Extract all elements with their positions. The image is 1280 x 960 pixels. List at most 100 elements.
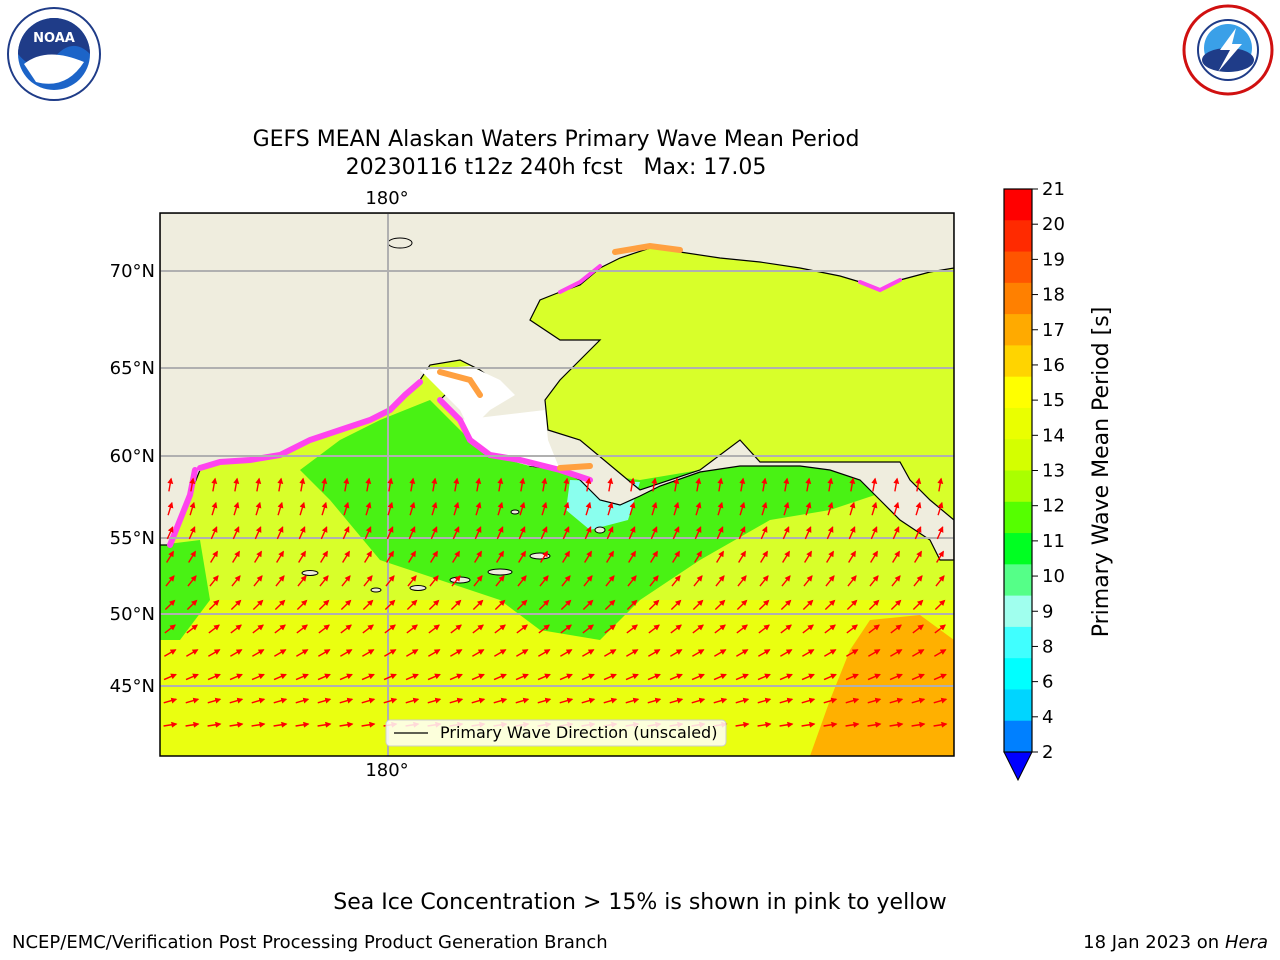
wave-arrow (384, 599, 396, 611)
wave-arrow (559, 697, 574, 704)
wave-arrow (868, 649, 881, 657)
wave-arrow (626, 599, 638, 611)
wave-arrow (343, 501, 350, 516)
wave-arrow (494, 649, 507, 657)
wave-arrow (428, 624, 440, 634)
wave-arrow (647, 697, 662, 704)
wave-arrow (320, 550, 328, 563)
lat-label-70: 70°N (110, 261, 155, 282)
wave-arrow (892, 550, 900, 563)
wave-arrow (231, 575, 241, 587)
wave-arrow (471, 673, 485, 681)
wave-arrow (251, 697, 266, 704)
wave-arrow (915, 477, 922, 492)
title-line1: GEFS MEAN Alaskan Waters Primary Wave Me… (252, 127, 860, 152)
colorbar-swatch (1004, 470, 1032, 503)
wave-arrow (803, 575, 813, 587)
wave-arrow (252, 649, 265, 657)
wave-arrow (868, 624, 880, 634)
wave-arrow (538, 624, 550, 634)
wave-arrow (890, 649, 903, 657)
wave-arrow (868, 599, 880, 611)
wave-arrow (166, 550, 174, 563)
wave-arrow (759, 575, 769, 587)
wave-arrow (384, 624, 396, 634)
wave-arrow (582, 624, 594, 634)
wave-arrow (933, 697, 948, 704)
legend-label: Primary Wave Direction (unscaled) (440, 723, 717, 742)
wave-arrow (255, 501, 262, 516)
colorbar-tick-label: 4 (1042, 707, 1053, 728)
wave-arrow (824, 599, 836, 611)
wave-arrow (185, 697, 200, 704)
wave-arrow (562, 526, 570, 540)
wave-arrow (846, 649, 859, 657)
wave-arrow (804, 550, 812, 563)
wave-arrow (604, 599, 616, 611)
wave-arrow (251, 673, 265, 681)
wave-arrow (450, 599, 462, 611)
wave-arrow (274, 599, 286, 611)
lat-label-45: 45°N (110, 676, 155, 697)
wave-arrow (186, 599, 198, 611)
wave-arrow (449, 673, 463, 681)
colorbar-swatch (1004, 314, 1032, 346)
wave-arrow (427, 673, 441, 681)
wave-arrow (251, 721, 266, 728)
wave-arrow (211, 477, 218, 492)
wave-arrow (736, 649, 749, 657)
wave-arrow (867, 721, 882, 728)
wave-arrow (274, 649, 287, 657)
wave-arrow (935, 575, 945, 587)
wave-arrow (802, 599, 814, 611)
wave-arrow (669, 697, 684, 704)
wave-arrow (914, 550, 922, 563)
wave-arrow (823, 673, 837, 681)
wave-arrow (848, 526, 856, 540)
wave-arrow (494, 624, 506, 634)
wave-arrow (428, 599, 440, 611)
wave-arrow (233, 501, 240, 516)
wave-arrow (295, 697, 310, 704)
wave-arrow (273, 697, 288, 704)
wave-arrow (669, 673, 683, 681)
wave-arrow (805, 477, 812, 492)
wave-arrow (317, 721, 332, 728)
wave-arrow (430, 526, 438, 540)
wave-arrow (913, 575, 923, 587)
colorbar-tick-label: 14 (1042, 425, 1065, 446)
wave-arrow (343, 477, 350, 492)
wave-arrow (384, 649, 397, 657)
wave-arrow (779, 673, 793, 681)
wave-arrow (560, 649, 573, 657)
wave-arrow (277, 501, 284, 516)
credit-host: Hera (1224, 932, 1268, 953)
wave-arrow (516, 649, 529, 657)
wave-arrow (516, 624, 528, 634)
wave-arrow (714, 624, 726, 634)
wave-arrow (936, 550, 944, 563)
wave-arrow (890, 624, 902, 634)
wave-arrow (233, 477, 240, 492)
wave-arrow (651, 477, 658, 492)
colorbar-tick-label: 18 (1042, 285, 1065, 306)
map-legend: Primary Wave Direction (unscaled) (385, 719, 727, 747)
nws-logo (1182, 4, 1274, 96)
wave-arrow (276, 550, 284, 563)
wave-arrow (694, 526, 702, 540)
wave-arrow (340, 624, 352, 634)
colorbar-ticks: 21 20 19 18 17 16 15 14 13 12 11 10 9 8 6 4 2 (1032, 180, 1065, 763)
wave-arrow (167, 477, 174, 492)
wave-arrow (629, 477, 636, 492)
wave-arrow (318, 649, 331, 657)
wave-arrow (670, 624, 682, 634)
wave-arrow (933, 721, 948, 728)
wave-arrow (911, 721, 926, 728)
wave-arrow (846, 624, 858, 634)
wave-arrow (849, 477, 856, 492)
wave-arrow (342, 526, 350, 540)
wave-arrow (517, 575, 527, 587)
colorbar-tick-label: 16 (1042, 355, 1065, 376)
colorbar-swatch (1004, 564, 1032, 597)
